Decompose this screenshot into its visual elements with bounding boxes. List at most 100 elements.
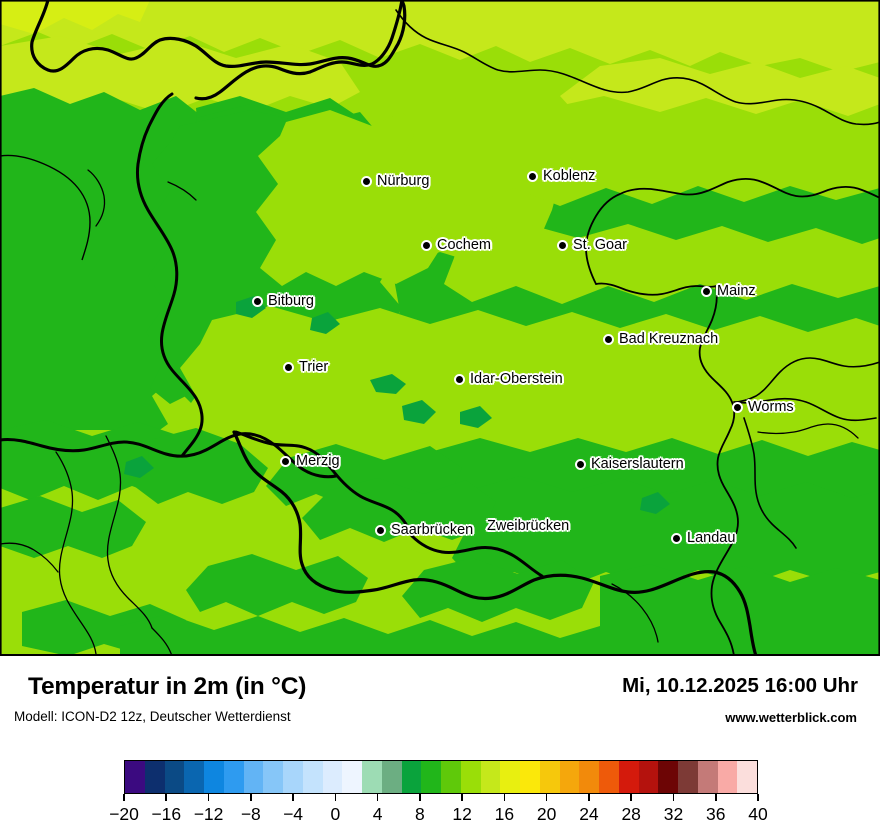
city-dot-icon — [603, 333, 614, 345]
colorbar-tick-label: 8 — [414, 804, 425, 824]
page-title: Temperatur in 2m (in °C) — [28, 673, 307, 700]
city-dot-icon — [527, 170, 538, 182]
colorbar-swatch — [283, 761, 303, 793]
colorbar-swatch — [401, 761, 422, 793]
colorbar-swatch — [520, 761, 540, 793]
city-label: Mainz — [717, 283, 756, 299]
colorbar-swatch — [599, 761, 619, 793]
colorbar-tick — [419, 794, 421, 801]
colorbar-tick-label: 4 — [372, 804, 383, 824]
map-raster-layer — [0, 0, 880, 654]
colorbar-swatch — [243, 761, 264, 793]
city-label: Merzig — [296, 453, 340, 469]
city-dot-icon — [557, 239, 568, 251]
city-label: Bitburg — [268, 293, 314, 309]
city-label: Nürburg — [377, 173, 430, 189]
city-dot-icon — [575, 458, 586, 470]
colorbar-tick — [250, 794, 252, 801]
city-marker[interactable]: Landau — [671, 530, 735, 546]
colorbar-tick — [630, 794, 632, 801]
colorbar-tick-label: 12 — [452, 804, 472, 824]
city-marker[interactable]: St. Goar — [557, 237, 627, 253]
city-label: Koblenz — [543, 168, 596, 184]
colorbar-tick-label: 40 — [748, 804, 768, 824]
colorbar-tick-label: −16 — [151, 804, 182, 824]
colorbar-tick-label: 16 — [494, 804, 515, 824]
colorbar-tick-label: −12 — [193, 804, 224, 824]
colorbar-swatch — [658, 761, 678, 793]
city-dot-icon — [454, 373, 465, 385]
colorbar-swatch — [638, 761, 659, 793]
city-marker[interactable]: Cochem — [421, 237, 491, 253]
colorbar-tick — [123, 794, 125, 801]
colorbar-swatch — [223, 761, 244, 793]
colorbar-tick-label: 20 — [536, 804, 557, 824]
city-marker[interactable]: Trier — [283, 359, 328, 375]
colorbar-tick-label: −4 — [283, 804, 304, 824]
colorbar-swatch — [322, 761, 343, 793]
colorbar-swatch — [263, 761, 283, 793]
colorbar-tick — [545, 794, 548, 801]
city-marker[interactable]: Idar-Oberstein — [454, 371, 563, 387]
colorbar-tick — [207, 794, 210, 801]
colorbar-tick — [376, 794, 379, 801]
city-label: Kaiserslautern — [591, 456, 684, 472]
city-dot-icon — [280, 455, 291, 467]
city-marker[interactable]: Merzig — [280, 453, 340, 469]
city-marker[interactable]: Mainz — [701, 283, 756, 299]
colorbar-swatch — [697, 761, 718, 793]
city-marker[interactable]: Bad Kreuznach — [603, 331, 718, 347]
city-label: Worms — [748, 399, 794, 415]
colorbar-tick — [503, 794, 506, 801]
colorbar-tick-label: −8 — [240, 804, 261, 824]
colorbar-swatch — [144, 761, 165, 793]
colorbar-swatches — [124, 760, 758, 794]
city-marker[interactable]: Nürburg — [361, 173, 429, 189]
city-marker[interactable]: Worms — [732, 399, 794, 415]
colorbar-tick — [714, 794, 717, 801]
colorbar-tick — [292, 794, 294, 801]
colorbar-tick-label: −20 — [109, 804, 139, 824]
city-dot-icon — [421, 239, 432, 251]
colorbar-swatch — [164, 761, 185, 793]
colorbar-swatch — [381, 761, 402, 793]
city-dot-icon — [701, 285, 712, 297]
city-label: St. Goar — [573, 237, 627, 253]
colorbar-swatch — [204, 761, 224, 793]
website-credit: www.wetterblick.com — [725, 710, 857, 725]
city-dot-icon — [283, 361, 294, 373]
valid-datetime: Mi, 10.12.2025 16:00 Uhr — [622, 674, 858, 697]
colorbar-swatch — [460, 761, 481, 793]
map-footer: Temperatur in 2m (in °C) Modell: ICON-D2… — [0, 656, 880, 830]
city-marker[interactable]: Kaiserslautern — [575, 456, 684, 472]
colorbar-swatch — [618, 761, 639, 793]
colorbar-swatch — [579, 761, 599, 793]
colorbar-tick-labels: −20 −16 −12 −8 −4 0 4 8 12 16 20 24 28 32 36 40 — [109, 802, 768, 828]
city-marker[interactable]: Saarbrücken — [375, 522, 473, 538]
city-label: Idar-Oberstein — [470, 371, 563, 387]
city-dot-icon — [671, 532, 682, 544]
colorbar-tick-label: 24 — [579, 804, 599, 824]
colorbar-tick-label: 32 — [663, 804, 684, 824]
colorbar-swatch — [717, 761, 738, 793]
colorbar-tick — [165, 794, 168, 801]
colorbar-swatch — [184, 761, 204, 793]
colorbar-swatch — [362, 761, 382, 793]
temperature-colorbar: −20 −16 −12 −8 −4 0 4 8 12 16 20 24 28 32 36 40 — [109, 760, 768, 828]
city-dot-icon — [375, 524, 386, 536]
city-label: Zweibrücken — [487, 518, 570, 534]
colorbar-swatch — [125, 761, 145, 793]
model-subtitle: Modell: ICON-D2 12z, Deutscher Wetterdie… — [14, 709, 291, 724]
city-marker[interactable]: Koblenz — [527, 168, 595, 184]
colorbar-ticks — [123, 794, 759, 802]
city-dot-icon — [252, 295, 263, 307]
colorbar-swatch — [500, 761, 520, 793]
city-label: Cochem — [437, 237, 491, 253]
city-marker[interactable]: Zweibrücken — [487, 518, 569, 534]
city-marker[interactable]: Bitburg — [252, 293, 314, 309]
colorbar-tick-label: 36 — [705, 804, 726, 824]
temperature-map[interactable]: Nürburg Koblenz Cochem St. Goar Mainz Bitburg… — [0, 0, 880, 656]
city-dot-icon — [361, 175, 372, 187]
colorbar-swatch — [737, 761, 757, 793]
colorbar-swatch — [302, 761, 323, 793]
